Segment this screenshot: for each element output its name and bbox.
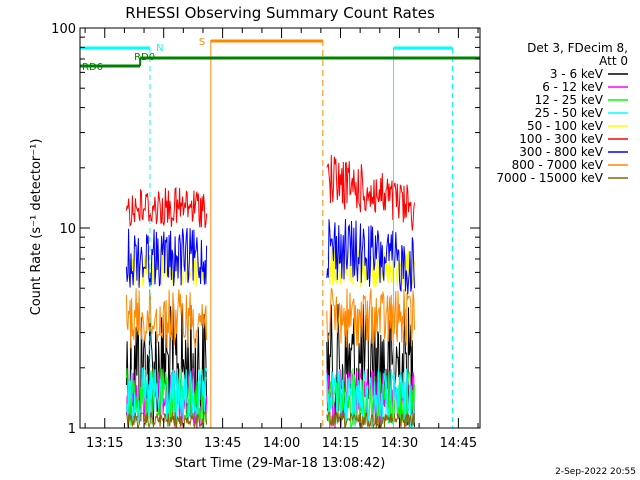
legend-header-line-1: Det 3, FDecim 8,: [527, 41, 628, 55]
series-trace-segment: [125, 366, 208, 427]
series-trace-segment: [125, 288, 208, 349]
x-tick-label: 13:45: [204, 436, 241, 451]
plot-area: [125, 154, 415, 430]
series-trace-segment: [125, 228, 208, 288]
footer-timestamp: 2-Sep-2022 20:55: [555, 467, 636, 477]
legend-label: 800 - 7000 keV: [512, 158, 604, 172]
series-25-50-kev: [125, 366, 415, 428]
rd0-label: RD0: [134, 52, 155, 63]
legend-label: 7000 - 15000 keV: [496, 171, 603, 185]
y-axis-label: Count Rate (s⁻¹ detector⁻¹): [29, 139, 44, 316]
legend-label: 6 - 12 keV: [542, 80, 604, 94]
plot-annotations: N S RD0 RD6: [79, 37, 480, 428]
x-tick-label: 13:15: [86, 436, 123, 451]
series-trace-segment: [326, 368, 415, 428]
plot-frame: [79, 27, 481, 429]
series-trace-segment: [326, 218, 415, 295]
legend-label: 100 - 300 keV: [519, 132, 603, 146]
series-300-800-kev: [125, 218, 415, 295]
x-tick-label: 13:30: [145, 436, 182, 451]
axes: 1 10 100 13:15 13:30 13:45 14:00 14:15 14:30 14:4…: [51, 22, 481, 451]
y-tick-label: 1: [68, 422, 76, 437]
legend-label: 12 - 25 keV: [535, 93, 604, 107]
night-label: N: [156, 43, 163, 54]
y-tick-label: 10: [59, 222, 76, 237]
legend-header-line-2: Att 0: [599, 54, 628, 68]
legend-label: 300 - 800 keV: [519, 145, 603, 159]
saa-label: S: [199, 37, 205, 48]
chart-title: RHESSI Observing Summary Count Rates: [125, 4, 435, 22]
x-tick-label: 14:15: [322, 436, 359, 451]
x-axis-label: Start Time (29-Mar-18 13:08:42): [175, 456, 386, 471]
series-100-300-kev: [125, 154, 415, 231]
series-trace-segment: [125, 411, 208, 429]
legend-label: 25 - 50 keV: [535, 106, 604, 120]
rd6-label: RD6: [82, 62, 103, 73]
legend-label: 50 - 100 keV: [527, 119, 604, 133]
x-tick-label: 14:45: [440, 436, 477, 451]
series-800-7000-kev: [125, 287, 415, 349]
series-trace-segment: [326, 287, 415, 348]
series-trace-segment: [125, 186, 208, 228]
legend-label: 3 - 6 keV: [550, 67, 604, 81]
series-trace-segment: [326, 154, 415, 231]
x-tick-label: 14:00: [263, 436, 300, 451]
x-tick-label: 14:30: [381, 436, 418, 451]
y-tick-label: 100: [51, 22, 76, 37]
